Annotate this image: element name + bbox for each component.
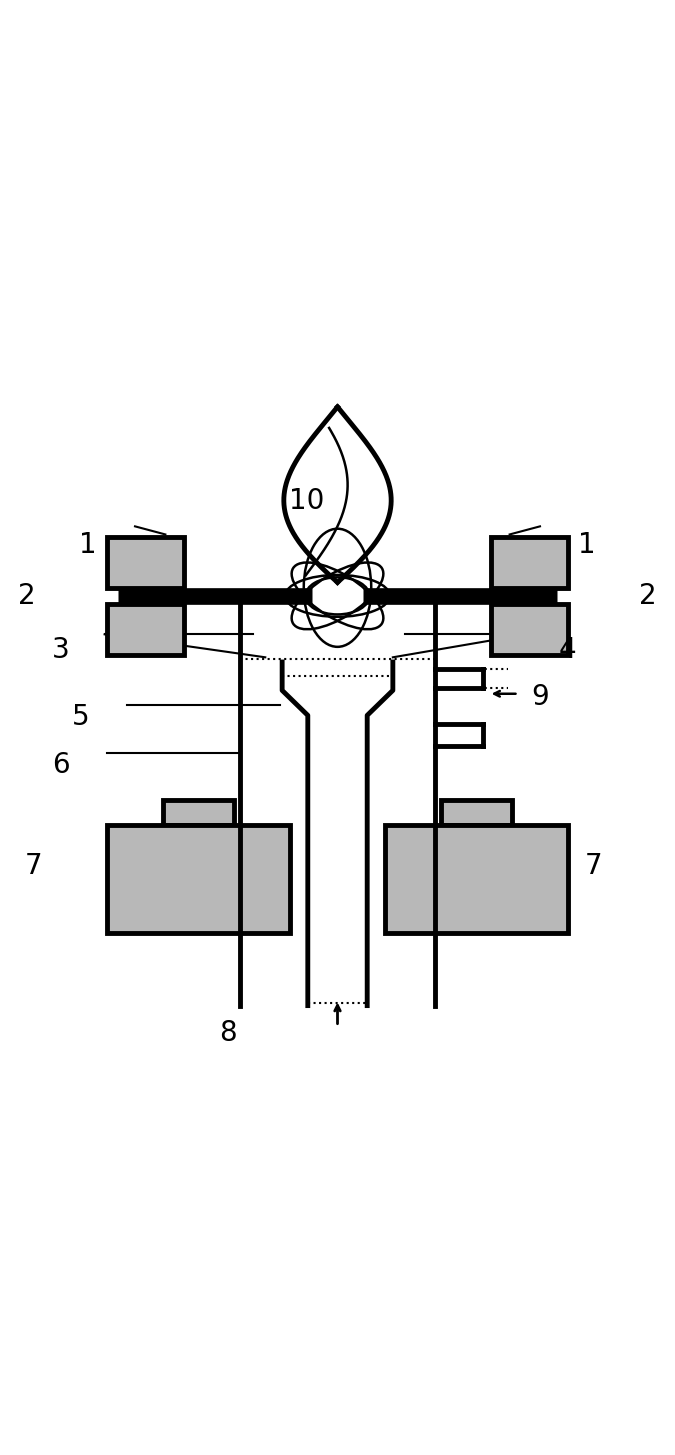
Text: 9: 9 (531, 684, 549, 711)
Bar (491, 604, 568, 655)
Bar (107, 825, 290, 933)
Text: 7: 7 (585, 851, 603, 880)
Text: 10: 10 (290, 487, 325, 515)
Text: 6: 6 (52, 751, 70, 778)
Text: 5: 5 (72, 703, 90, 732)
Bar (385, 825, 568, 933)
Text: 2: 2 (18, 582, 36, 610)
Text: 4: 4 (558, 636, 576, 663)
Bar (163, 800, 234, 825)
Text: 8: 8 (219, 1020, 237, 1048)
Text: 7: 7 (25, 851, 43, 880)
Bar (491, 537, 568, 588)
Text: 1: 1 (578, 531, 596, 559)
Text: 3: 3 (52, 636, 70, 663)
Bar (107, 604, 184, 655)
Bar (441, 800, 512, 825)
Bar (107, 537, 184, 588)
Text: 1: 1 (79, 531, 97, 559)
Text: 2: 2 (639, 582, 657, 610)
